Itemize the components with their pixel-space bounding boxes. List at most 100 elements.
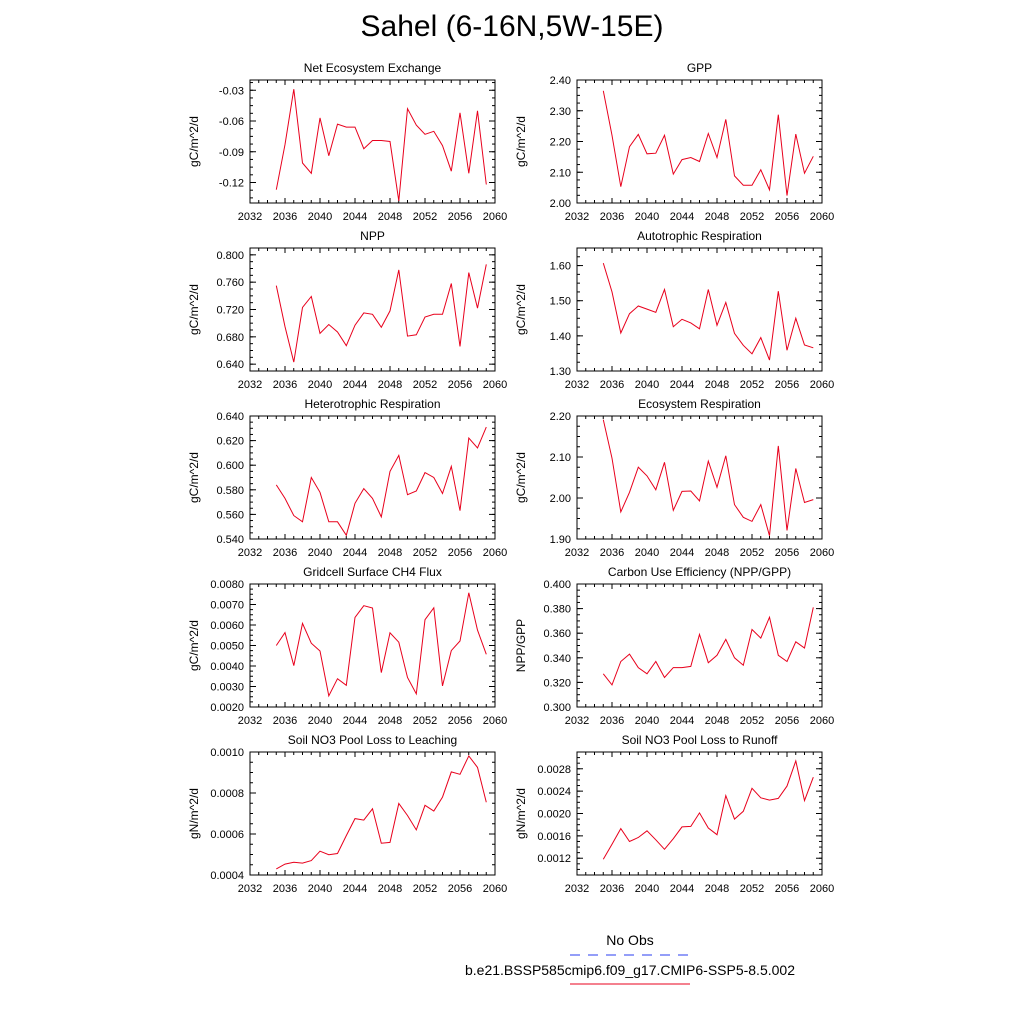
x-tick-label: 2060 <box>810 715 834 727</box>
y-axis-label: gC/m^2/d <box>187 284 201 335</box>
x-tick-label: 2052 <box>740 883 764 895</box>
series-line <box>275 89 487 201</box>
y-tick-label: -0.06 <box>219 116 244 128</box>
x-tick-label: 2060 <box>810 379 834 391</box>
y-tick-label: 1.60 <box>550 261 571 273</box>
x-tick-label: 2032 <box>565 883 589 895</box>
y-tick-label: 0.0050 <box>210 641 244 653</box>
x-tick-label: 2056 <box>448 547 472 559</box>
y-axis-label: gC/m^2/d <box>514 452 528 503</box>
x-tick-label: 2036 <box>273 379 297 391</box>
x-tick-label: 2060 <box>483 379 507 391</box>
x-tick-label: 2048 <box>705 715 729 727</box>
series-line <box>275 592 487 698</box>
y-tick-label: 0.0080 <box>210 579 244 591</box>
x-tick-label: 2056 <box>775 715 799 727</box>
plot-frame <box>576 415 823 540</box>
y-tick-label: 2.10 <box>550 167 571 179</box>
x-tick-label: 2060 <box>810 211 834 223</box>
y-tick-label: 0.720 <box>216 305 244 317</box>
panel-title: Soil NO3 Pool Loss to Leaching <box>288 733 457 747</box>
x-tick-label: 2060 <box>483 883 507 895</box>
panel-9: 2032 2036 2040 2044 2048 2052 2056 2060 0.0004 0.… <box>187 733 507 895</box>
y-tick-label: 0.0030 <box>210 682 244 694</box>
x-tick-label: 2060 <box>810 883 834 895</box>
plot-frame <box>576 79 823 204</box>
y-tick-label: 1.40 <box>550 331 571 343</box>
y-tick-label: 2.30 <box>550 106 571 118</box>
y-tick-label: 0.400 <box>543 579 571 591</box>
series-line <box>602 607 814 686</box>
x-tick-label: 2056 <box>448 715 472 727</box>
y-tick-label: 0.640 <box>216 411 244 423</box>
y-tick-label: 0.0060 <box>210 620 244 632</box>
y-tick-label: 2.00 <box>550 198 571 210</box>
x-tick-label: 2056 <box>775 211 799 223</box>
panel-4: 2032 2036 2040 2044 2048 2052 2056 2060 1.30 1.40… <box>514 229 834 391</box>
x-tick-label: 2044 <box>343 379 367 391</box>
x-tick-label: 2052 <box>413 379 437 391</box>
y-tick-label: 0.600 <box>216 460 244 472</box>
x-tick-label: 2032 <box>238 883 262 895</box>
y-tick-label: 0.0028 <box>537 764 571 776</box>
x-tick-label: 2032 <box>238 547 262 559</box>
x-tick-label: 2036 <box>600 715 624 727</box>
x-tick-label: 2032 <box>565 547 589 559</box>
panel-title: Carbon Use Efficiency (NPP/GPP) <box>608 565 791 579</box>
y-tick-label: 0.560 <box>216 509 244 521</box>
y-tick-label: 0.320 <box>543 677 571 689</box>
x-tick-label: 2048 <box>378 883 402 895</box>
y-tick-label: 0.0008 <box>210 788 244 800</box>
x-tick-label: 2032 <box>565 715 589 727</box>
y-tick-label: 0.640 <box>216 359 244 371</box>
series-line <box>602 90 814 196</box>
x-tick-label: 2056 <box>448 883 472 895</box>
x-tick-label: 2048 <box>378 547 402 559</box>
y-tick-label: 0.0020 <box>210 702 244 714</box>
x-tick-label: 2040 <box>635 547 659 559</box>
x-tick-label: 2056 <box>448 211 472 223</box>
x-tick-label: 2036 <box>273 211 297 223</box>
panel-5: 2032 2036 2040 2044 2048 2052 2056 2060 0.540 0.5… <box>187 397 507 559</box>
y-tick-label: 0.340 <box>543 653 571 665</box>
x-tick-label: 2048 <box>705 883 729 895</box>
y-tick-label: 0.380 <box>543 604 571 616</box>
panel-6: 2032 2036 2040 2044 2048 2052 2056 2060 1.90 2.00… <box>514 397 834 559</box>
x-tick-label: 2040 <box>635 715 659 727</box>
y-tick-label: 2.00 <box>550 493 571 505</box>
x-tick-label: 2044 <box>343 547 367 559</box>
y-tick-label: 0.0070 <box>210 600 244 612</box>
series-line <box>602 262 814 361</box>
x-tick-label: 2056 <box>448 379 472 391</box>
panel-title: NPP <box>360 229 385 243</box>
panel-2: 2032 2036 2040 2044 2048 2052 2056 2060 2.00 2.10… <box>514 61 834 223</box>
y-tick-label: 0.0016 <box>537 831 571 843</box>
x-tick-label: 2040 <box>308 379 332 391</box>
y-axis-label: NPP/GPP <box>514 619 528 672</box>
panel-8: 2032 2036 2040 2044 2048 2052 2056 2060 0.300 0.3… <box>514 565 834 727</box>
panel-title: Heterotrophic Respiration <box>304 397 440 411</box>
x-tick-label: 2044 <box>670 883 694 895</box>
y-tick-label: 2.40 <box>550 75 571 87</box>
panel-title: Gridcell Surface CH4 Flux <box>303 565 442 579</box>
y-tick-label: 0.540 <box>216 534 244 546</box>
x-tick-label: 2040 <box>635 211 659 223</box>
x-tick-label: 2036 <box>600 883 624 895</box>
y-tick-label: -0.09 <box>219 147 244 159</box>
y-tick-label: 2.10 <box>550 452 571 464</box>
x-tick-label: 2040 <box>308 547 332 559</box>
panel-title: Soil NO3 Pool Loss to Runoff <box>622 733 779 747</box>
y-tick-label: 0.300 <box>543 702 571 714</box>
plot-frame <box>249 79 496 204</box>
y-tick-label: 0.0006 <box>210 829 244 841</box>
y-tick-label: 0.0004 <box>210 870 244 882</box>
x-tick-label: 2040 <box>308 715 332 727</box>
x-tick-label: 2040 <box>635 883 659 895</box>
y-tick-label: 0.0020 <box>537 809 571 821</box>
y-tick-label: 1.30 <box>550 366 571 378</box>
x-tick-label: 2048 <box>705 379 729 391</box>
x-tick-label: 2060 <box>483 547 507 559</box>
y-axis-label: gC/m^2/d <box>514 116 528 167</box>
y-tick-label: 1.90 <box>550 534 571 546</box>
x-tick-label: 2048 <box>705 211 729 223</box>
